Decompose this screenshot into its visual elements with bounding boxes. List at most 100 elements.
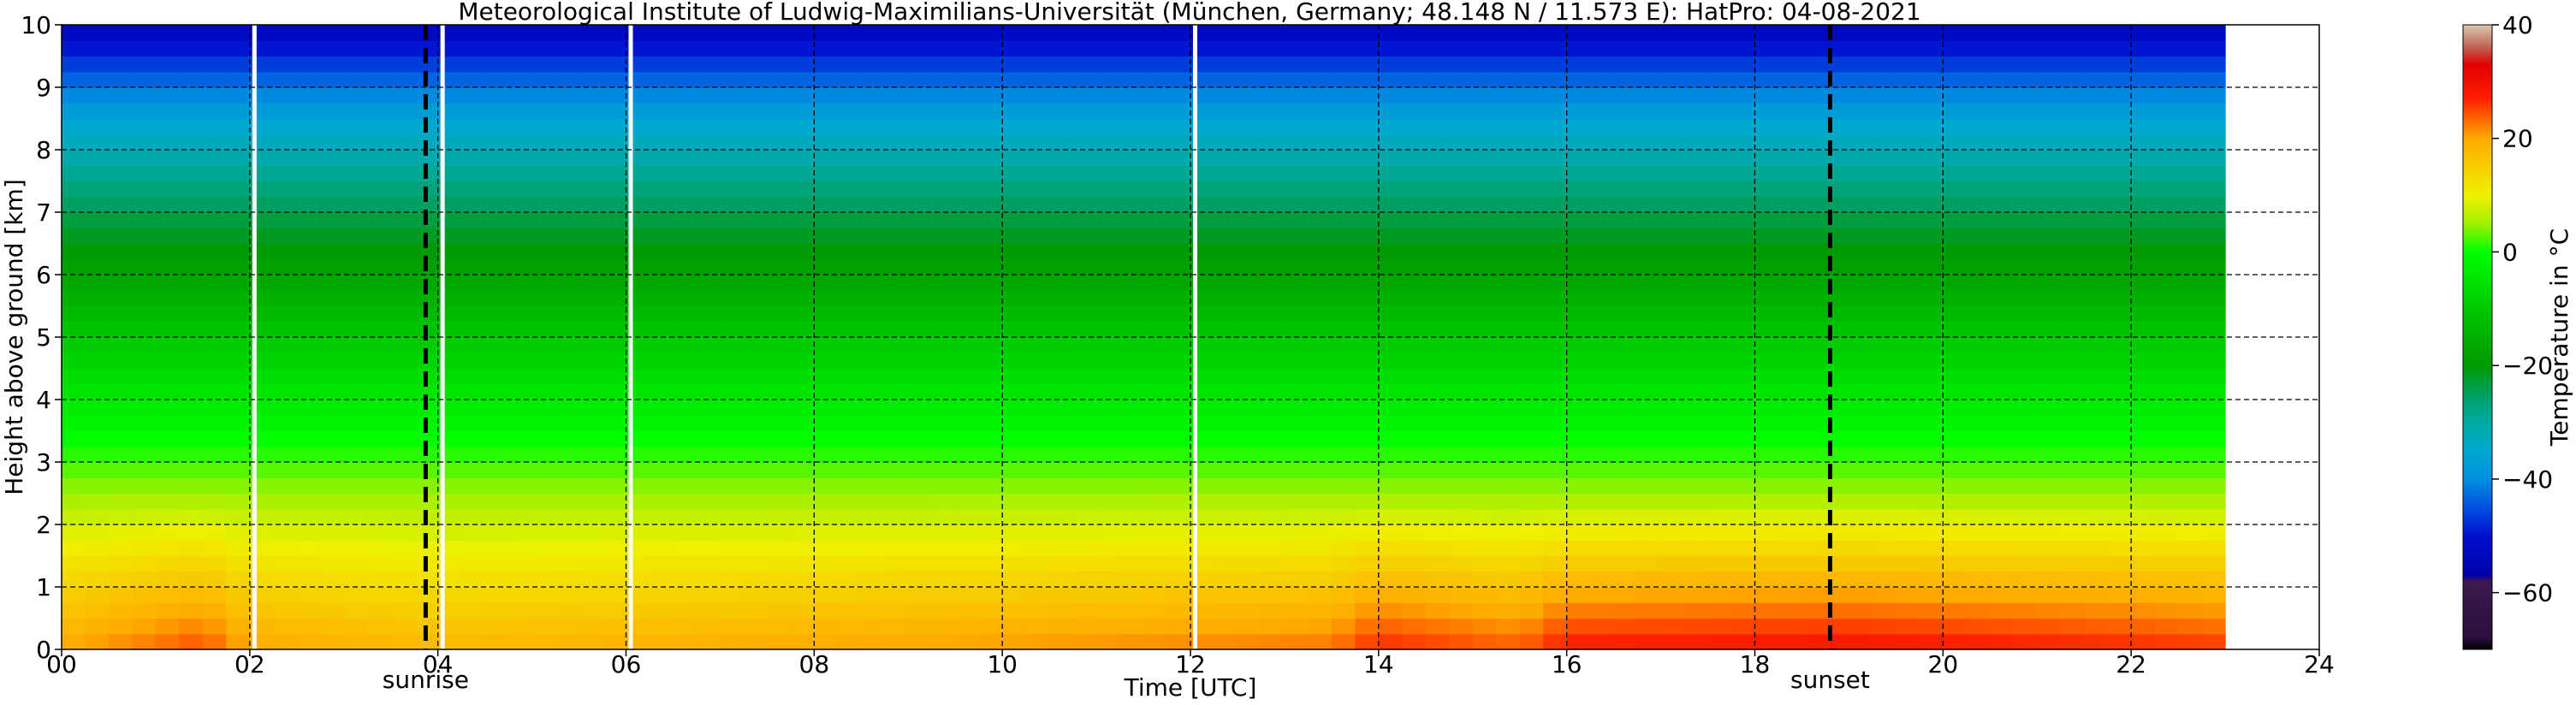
heatmap-cell — [814, 477, 839, 495]
heatmap-cell — [1049, 618, 1074, 635]
heatmap-cell — [1402, 368, 1427, 385]
heatmap-cell — [579, 305, 603, 323]
heatmap-cell — [531, 462, 556, 478]
heatmap-cell — [1331, 133, 1356, 151]
heatmap-cell — [367, 228, 392, 245]
heatmap-cell — [508, 243, 533, 260]
heatmap-cell — [649, 118, 674, 135]
heatmap-cell — [1449, 321, 1474, 338]
heatmap-cell — [108, 524, 134, 541]
heatmap-cell — [1966, 633, 1991, 650]
heatmap-cell — [931, 400, 956, 416]
heatmap-cell — [814, 165, 839, 182]
heatmap-cell — [273, 477, 298, 495]
heatmap-cell — [1002, 87, 1027, 104]
heatmap-cell — [1261, 71, 1285, 88]
heatmap-cell — [1425, 56, 1450, 73]
heatmap-cell — [1519, 540, 1544, 557]
heatmap-cell — [296, 181, 321, 198]
heatmap-cell — [1355, 462, 1380, 478]
heatmap-cell — [1919, 430, 1944, 447]
heatmap-cell — [579, 150, 603, 166]
heatmap-cell — [1684, 602, 1709, 619]
heatmap-cell — [1801, 446, 1826, 463]
heatmap-cell — [673, 368, 697, 385]
heatmap-cell — [1613, 540, 1638, 557]
heatmap-cell — [1072, 25, 1097, 41]
heatmap-cell — [320, 524, 345, 541]
heatmap-cell — [1402, 462, 1427, 478]
heatmap-cell — [555, 275, 580, 291]
heatmap-cell — [767, 368, 792, 385]
heatmap-cell — [1637, 602, 1662, 619]
heatmap-cell — [202, 524, 227, 541]
heatmap-cell — [1119, 275, 1144, 291]
heatmap-cell — [696, 446, 721, 463]
heatmap-cell — [767, 133, 792, 151]
heatmap-cell — [1519, 618, 1544, 635]
heatmap-cell — [837, 430, 862, 447]
heatmap-cell — [1496, 587, 1521, 603]
heatmap-cell — [884, 462, 909, 478]
heatmap-cell — [579, 555, 603, 572]
heatmap-cell — [743, 493, 768, 510]
heatmap-cell — [367, 618, 392, 635]
heatmap-cell — [1425, 352, 1450, 370]
heatmap-cell — [814, 71, 839, 88]
heatmap-cell — [1919, 337, 1944, 353]
heatmap-cell — [202, 118, 227, 135]
heatmap-cell — [1613, 243, 1638, 260]
heatmap-cell — [1731, 462, 1756, 478]
heatmap-cell — [1331, 540, 1356, 557]
heatmap-cell — [2178, 540, 2203, 557]
heatmap-cell — [1449, 103, 1474, 120]
heatmap-cell — [1778, 400, 1803, 416]
heatmap-cell — [978, 71, 1003, 88]
heatmap-cell — [579, 40, 603, 57]
heatmap-cell — [1402, 430, 1427, 447]
heatmap-cell — [1378, 430, 1403, 447]
heatmap-cell — [767, 275, 792, 291]
heatmap-cell — [2154, 212, 2179, 228]
heatmap-cell — [1072, 258, 1097, 275]
heatmap-cell — [202, 243, 227, 260]
heatmap-cell — [1002, 25, 1027, 41]
heatmap-cell — [1543, 40, 1568, 57]
heatmap-cell — [1943, 258, 1968, 275]
heatmap-cell — [273, 56, 298, 73]
heatmap-cell — [1166, 243, 1191, 260]
heatmap-cell — [767, 618, 792, 635]
heatmap-cell — [1707, 540, 1732, 557]
heatmap-cell — [2037, 150, 2062, 166]
heatmap-cell — [1096, 118, 1121, 135]
heatmap-cell — [978, 524, 1003, 541]
heatmap-cell — [1402, 415, 1427, 432]
heatmap-cell — [1919, 228, 1944, 245]
heatmap-cell — [579, 196, 603, 213]
heatmap-cell — [837, 118, 862, 135]
heatmap-cell — [1284, 212, 1309, 228]
heatmap-cell — [790, 243, 815, 260]
heatmap-cell — [602, 71, 627, 88]
heatmap-cell — [1378, 243, 1403, 260]
heatmap-cell — [978, 477, 1003, 495]
heatmap-cell — [2201, 633, 2226, 650]
heatmap-cell — [602, 290, 627, 307]
heatmap-cell — [2013, 477, 2038, 495]
heatmap-cell — [1449, 618, 1474, 635]
heatmap-cell — [649, 462, 674, 478]
heatmap-cell — [132, 196, 157, 213]
heatmap-cell — [484, 275, 509, 291]
heatmap-cell — [837, 258, 862, 275]
heatmap-cell — [1566, 40, 1591, 57]
heatmap-cell — [2154, 150, 2179, 166]
heatmap-cell — [649, 71, 674, 88]
heatmap-cell — [1449, 258, 1474, 275]
heatmap-cell — [508, 524, 533, 541]
heatmap-cell — [1590, 540, 1615, 557]
heatmap-cell — [1449, 212, 1474, 228]
heatmap-cell — [696, 181, 721, 198]
heatmap-cell — [484, 290, 509, 307]
heatmap-cell — [555, 305, 580, 323]
heatmap-cell — [108, 415, 134, 432]
